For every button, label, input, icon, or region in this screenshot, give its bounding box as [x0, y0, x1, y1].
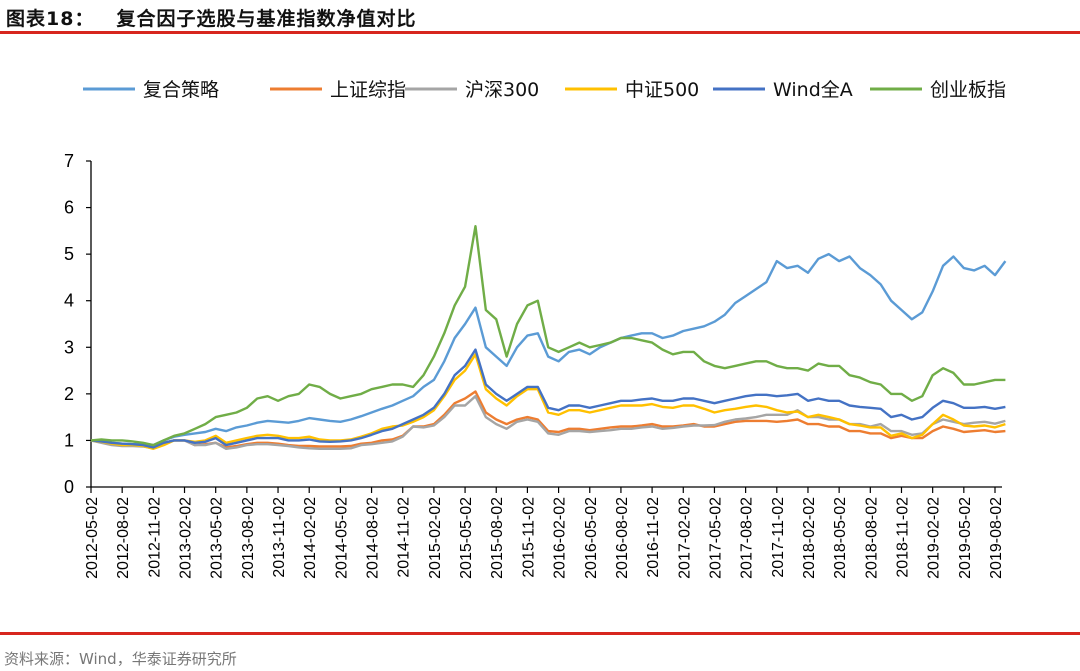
bottom-divider — [0, 632, 1080, 635]
series-line-0 — [90, 252, 1007, 447]
x-tick-label: 2017-08-02 — [739, 497, 756, 579]
series-line-3 — [90, 353, 1006, 450]
source-note: 资料来源：Wind，华泰证券研究所 — [4, 650, 237, 668]
x-tick-label: 2012-08-02 — [115, 497, 132, 579]
x-tick-label: 2018-08-02 — [863, 497, 880, 579]
x-tick-label: 2014-02-02 — [302, 497, 319, 579]
series-line-1 — [90, 390, 1006, 449]
legend: 复合策略 上证综指 沪深300 中证500 Wind全A 创业板指 — [83, 79, 1006, 101]
legend-label-2: 沪深300 — [465, 79, 539, 101]
x-tick-label: 2018-11-02 — [894, 497, 911, 578]
figure-title: 复合因子选股与基准指数净值对比 — [116, 8, 417, 30]
x-tick-label: 2017-02-02 — [676, 497, 693, 579]
x-tick-label: 2017-05-02 — [707, 497, 724, 579]
x-tick-label: 2014-08-02 — [365, 497, 382, 579]
x-tick-label: 2018-05-02 — [832, 497, 849, 579]
legend-label-1: 上证综指 — [330, 79, 406, 101]
x-tick-label: 2016-05-02 — [583, 497, 600, 579]
x-tick-label: 2015-11-02 — [520, 497, 537, 578]
x-tick-label: 2013-08-02 — [240, 497, 257, 579]
series-line-4 — [90, 348, 1006, 449]
chart-caption: 图表18： 复合因子选股与基准指数净值对比 — [6, 4, 416, 31]
y-tick-label: 1 — [64, 430, 74, 450]
x-tick-label: 2016-11-02 — [645, 497, 662, 578]
x-tick-label: 2016-08-02 — [614, 497, 631, 579]
top-divider — [0, 31, 1080, 34]
y-tick-label: 4 — [64, 291, 74, 311]
x-tick-label: 2015-05-02 — [458, 497, 475, 579]
x-tick-label: 2015-08-02 — [489, 497, 506, 579]
x-tick-label: 2016-02-02 — [552, 497, 569, 579]
legend-label-0: 复合策略 — [143, 79, 219, 101]
x-tick-label: 2014-11-02 — [396, 497, 413, 578]
y-tick-label: 7 — [64, 151, 74, 171]
x-tick-label: 2013-11-02 — [271, 497, 288, 578]
legend-label-4: Wind全A — [773, 79, 853, 101]
x-tick-label: 2018-02-02 — [801, 497, 818, 579]
series-line-5 — [90, 224, 1006, 447]
figure-label: 图表18： — [6, 8, 95, 30]
y-tick-label: 2 — [64, 384, 74, 404]
x-axis: 2012-05-02 2012-08-02 2012-11-02 2013-02-02… — [84, 486, 1005, 579]
x-tick-label: 2017-11-02 — [770, 497, 787, 578]
y-axis: 0 1 2 3 4 5 6 7 — [64, 151, 92, 497]
y-tick-label: 0 — [64, 477, 74, 497]
x-tick-label: 2015-02-02 — [427, 497, 444, 579]
x-tick-label: 2014-05-02 — [333, 497, 350, 579]
legend-label-5: 创业板指 — [930, 79, 1006, 101]
x-tick-label: 2013-05-02 — [209, 497, 226, 579]
x-tick-label: 2019-08-02 — [988, 497, 1005, 579]
x-tick-label: 2012-05-02 — [84, 497, 101, 579]
x-tick-label: 2012-11-02 — [146, 497, 163, 578]
series-line-2 — [90, 395, 1006, 450]
series-lines — [90, 224, 1007, 450]
x-tick-label: 2013-02-02 — [178, 497, 195, 579]
y-tick-label: 5 — [64, 244, 74, 264]
y-tick-label: 3 — [64, 337, 74, 357]
y-tick-label: 6 — [64, 198, 74, 218]
x-tick-label: 2019-05-02 — [957, 497, 974, 579]
legend-label-3: 中证500 — [625, 79, 699, 101]
x-tick-label: 2019-02-02 — [926, 497, 943, 579]
